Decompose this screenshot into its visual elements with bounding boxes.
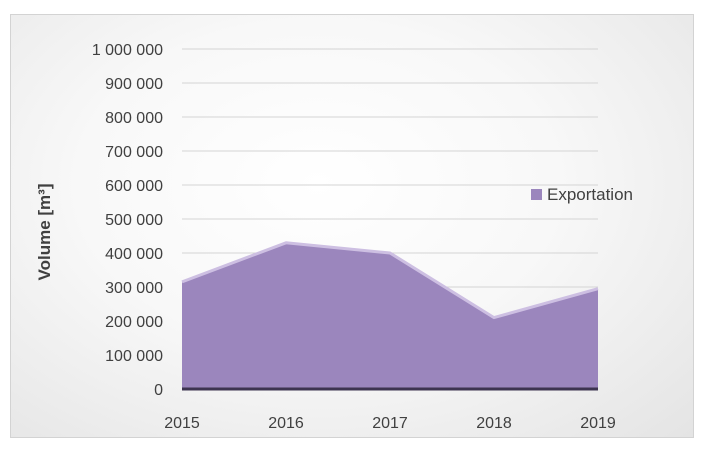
y-tick-label: 1 000 000 (92, 42, 163, 59)
y-tick-label: 600 000 (105, 178, 163, 195)
y-tick-label: 800 000 (105, 110, 163, 127)
y-tick-label: 400 000 (105, 246, 163, 263)
series-areas (181, 241, 599, 389)
y-tick-label: 0 (154, 382, 163, 399)
x-tick-label: 2018 (476, 415, 512, 432)
y-tick-label: 900 000 (105, 76, 163, 93)
x-tick-labels: 2015 2016 2017 2018 2019 (164, 415, 616, 432)
area-series-exportation (182, 242, 598, 389)
legend-swatch-exportation (531, 189, 542, 200)
legend-label-exportation: Exportation (547, 185, 633, 204)
x-tick-label: 2017 (372, 415, 408, 432)
legend: Exportation (531, 185, 633, 204)
y-axis-title: Volume [m³] (35, 184, 54, 281)
y-tick-labels: 0 100 000 200 000 300 000 400 000 500 000 600 … (92, 42, 163, 399)
y-tick-label: 700 000 (105, 144, 163, 161)
x-tick-label: 2016 (268, 415, 304, 432)
x-tick-label: 2015 (164, 415, 200, 432)
y-tick-label: 500 000 (105, 212, 163, 229)
y-tick-label: 300 000 (105, 280, 163, 297)
y-tick-label: 100 000 (105, 348, 163, 365)
x-tick-label: 2019 (580, 415, 616, 432)
y-tick-label: 200 000 (105, 314, 163, 331)
